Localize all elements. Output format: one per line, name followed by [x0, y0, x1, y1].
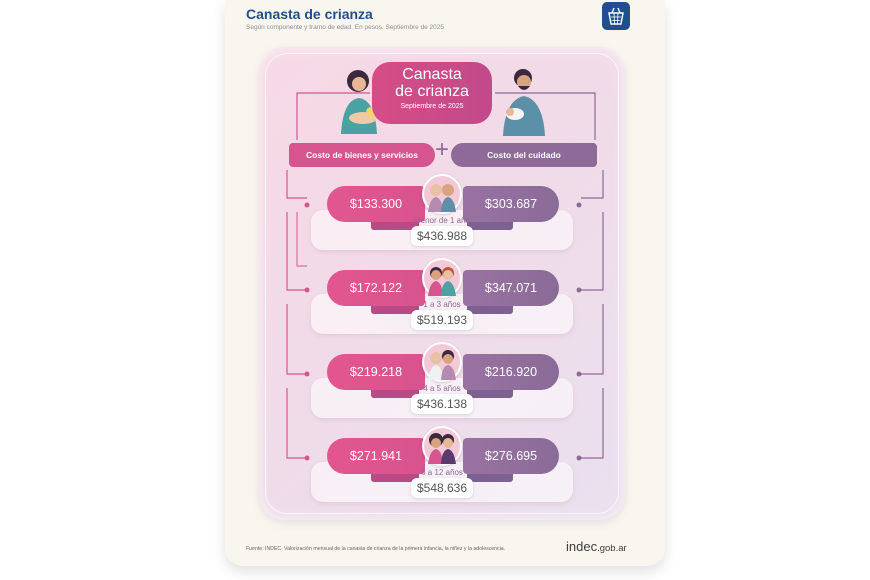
basket-icon	[602, 2, 630, 30]
care-value: $347.071	[463, 270, 559, 306]
age-row: $219.218 $216.920 4 a 5 años $436.138	[225, 342, 665, 424]
central-title-line2: de crianza	[395, 83, 469, 100]
goods-services-label: Costo de bienes y servicios	[289, 143, 435, 167]
total-value: $548.636	[411, 478, 473, 498]
brand-main: indec	[566, 539, 598, 554]
source-note: Fuente: INDEC. Valorización mensual de l…	[246, 546, 506, 552]
age-row: $172.122 $347.071 1 a 3 años $519.193	[225, 258, 665, 340]
age-label: 1 a 3 años	[423, 300, 461, 309]
connector-lines	[286, 92, 604, 461]
age-row: $271.941 $276.695 6 a 12 años $548.636	[225, 426, 665, 508]
care-cost-label: Costo del cuidado	[451, 143, 597, 167]
age-row: $133.300 $303.687 Menor de 1 año $436.98…	[225, 174, 665, 256]
infographic-card: Canasta de crianza Según componente y tr…	[225, 0, 665, 566]
age-label: Menor de 1 año	[413, 216, 471, 225]
page-subtitle: Según componente y tramo de edad. En pes…	[246, 24, 445, 31]
baby-avatar	[422, 174, 462, 214]
goods-value: $271.941	[327, 438, 425, 474]
brand-domain: .gob.ar	[597, 543, 627, 554]
toddler-avatar	[422, 258, 462, 298]
plus-sign: +	[434, 136, 449, 163]
preschooler-avatar	[422, 342, 462, 382]
care-value: $216.920	[463, 354, 559, 390]
age-label: 4 a 5 años	[423, 384, 461, 393]
central-date: Septiembre de 2025	[400, 103, 464, 110]
child-avatar	[422, 426, 462, 466]
goods-value: $133.300	[327, 186, 425, 222]
age-label: 6 a 12 años	[421, 468, 463, 477]
care-value: $276.695	[463, 438, 559, 474]
father-illustration	[503, 69, 545, 136]
goods-value: $172.122	[327, 270, 425, 306]
goods-value: $219.218	[327, 354, 425, 390]
central-title-line1: Canasta	[402, 66, 462, 83]
central-title: Canasta de crianza Septiembre de 2025	[372, 62, 492, 124]
total-value: $436.988	[411, 226, 473, 246]
total-value: $436.138	[411, 394, 473, 414]
mother-illustration	[341, 70, 377, 134]
total-value: $519.193	[411, 310, 473, 330]
indec-logo: indec.gob.ar	[566, 539, 627, 554]
page-title: Canasta de crianza	[246, 6, 373, 22]
care-value: $303.687	[463, 186, 559, 222]
